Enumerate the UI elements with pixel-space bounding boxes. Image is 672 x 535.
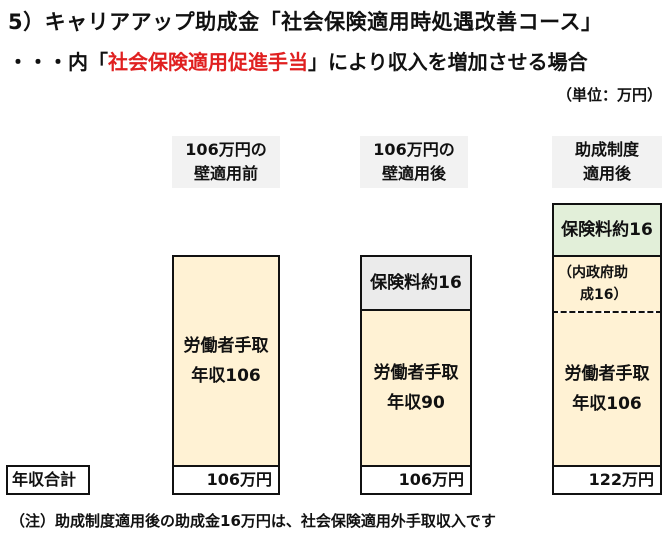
column-header-line2: 壁適用後 bbox=[381, 164, 446, 183]
subtitle-highlight: 社会保険適用促進手当 bbox=[108, 50, 308, 74]
government-subsidy-box: （内政府助 成16） bbox=[552, 255, 662, 311]
net-income-box-subsidy: 労働者手取 年収106 bbox=[552, 313, 662, 467]
subtitle-suffix: 」により収入を増加させる場合 bbox=[308, 50, 588, 74]
net-income-value: 年収106 bbox=[572, 394, 642, 414]
total-row-label: 年収合計 bbox=[6, 465, 90, 495]
total-value-subsidy: 122万円 bbox=[552, 465, 662, 495]
net-income-box-before: 労働者手取 年収106 bbox=[172, 255, 280, 467]
unit-label: （単位：万円） bbox=[556, 86, 662, 104]
insurance-box-after: 保険料約16 bbox=[360, 255, 472, 311]
column-header-line1: 106万円の bbox=[185, 140, 267, 159]
subsidy-divider bbox=[552, 311, 662, 314]
subtitle-prefix: ・・・内「 bbox=[8, 50, 108, 74]
net-income-label: 労働者手取 bbox=[183, 336, 269, 356]
column-header-line2: 適用後 bbox=[582, 164, 631, 183]
column-header-line1: 助成制度 bbox=[574, 140, 639, 159]
column-header-line2: 壁適用前 bbox=[193, 164, 258, 183]
page-title: 5）キャリアアップ助成金「社会保険適用時処遇改善コース」 bbox=[8, 10, 603, 34]
total-value-before: 106万円 bbox=[172, 465, 280, 495]
column-header-line1: 106万円の bbox=[373, 140, 455, 159]
footnote: （注）助成制度適用後の助成金16万円は、社会保険適用外手取収入です bbox=[10, 512, 496, 530]
page-subtitle: ・・・内「社会保険適用促進手当」により収入を増加させる場合 bbox=[8, 46, 588, 75]
insurance-label: 保険料約16 bbox=[561, 220, 653, 240]
total-value-after: 106万円 bbox=[360, 465, 472, 495]
net-income-label: 労働者手取 bbox=[373, 363, 459, 383]
subsidy-label-line1: （内政府助 bbox=[558, 265, 628, 281]
net-income-label: 労働者手取 bbox=[564, 364, 650, 384]
column-header-after: 106万円の 壁適用後 bbox=[360, 136, 468, 188]
column-header-subsidy: 助成制度 適用後 bbox=[552, 136, 662, 188]
subsidy-label-line2: 成16） bbox=[580, 287, 628, 303]
net-income-box-after: 労働者手取 年収90 bbox=[360, 309, 472, 467]
insurance-box-subsidy: 保険料約16 bbox=[552, 203, 662, 257]
insurance-label: 保険料約16 bbox=[370, 273, 462, 293]
column-header-before: 106万円の 壁適用前 bbox=[172, 136, 280, 188]
net-income-value: 年収90 bbox=[387, 393, 445, 413]
net-income-value: 年収106 bbox=[191, 366, 261, 386]
